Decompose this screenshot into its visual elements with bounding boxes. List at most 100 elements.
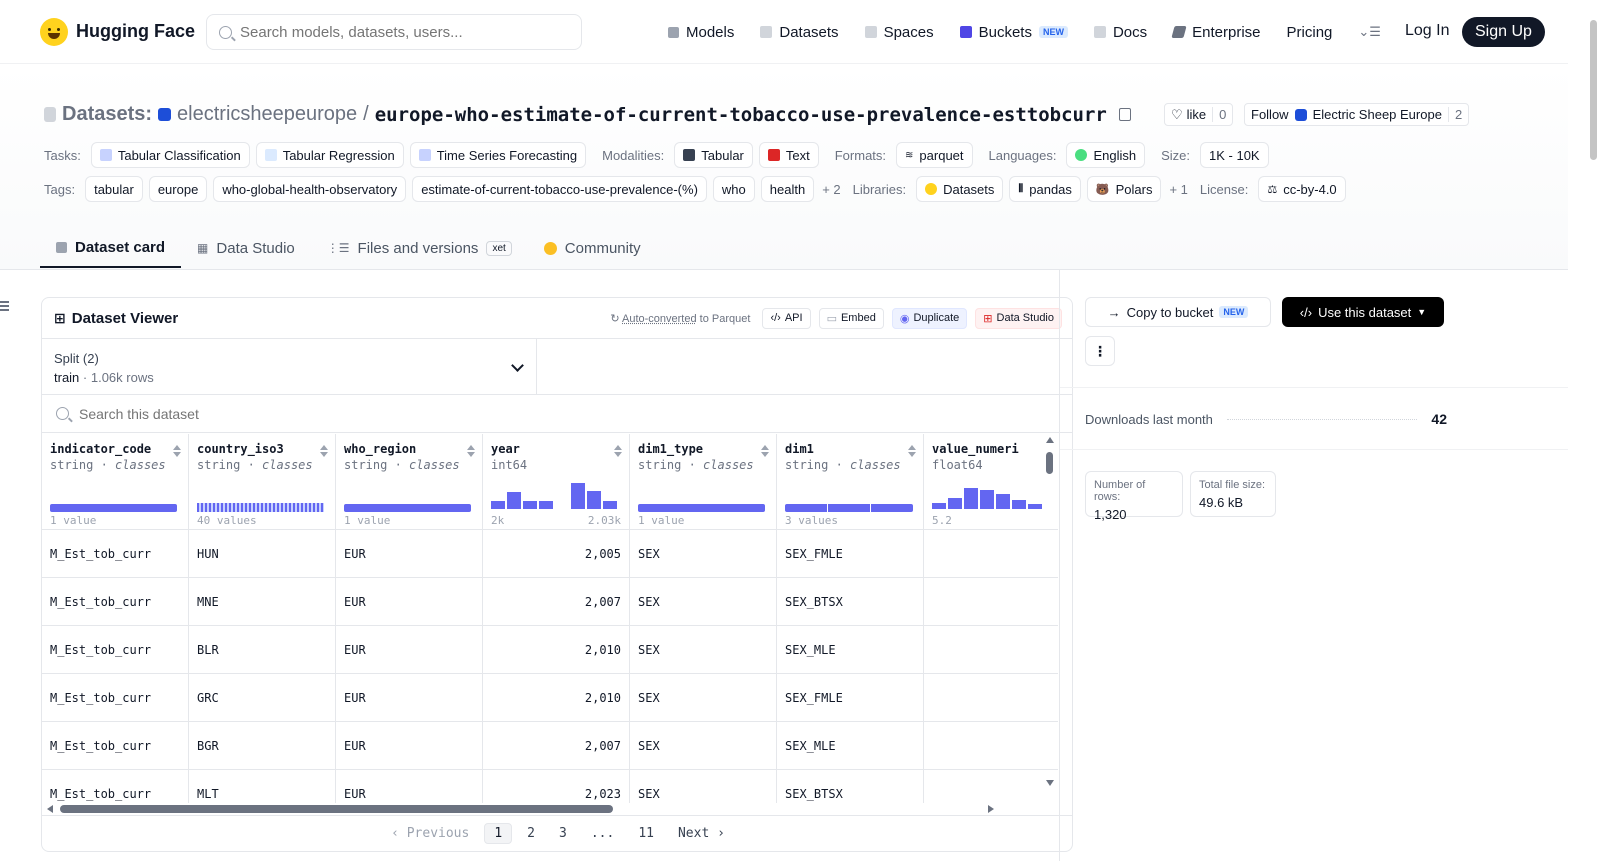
api-button[interactable]: ‹/› API — [762, 307, 811, 329]
sort-icon[interactable] — [614, 445, 622, 457]
signup-button[interactable]: Sign Up — [1462, 17, 1545, 47]
histogram-bar[interactable] — [1028, 504, 1042, 509]
nav-pricing[interactable]: Pricing — [1287, 24, 1333, 41]
scroll-down-arrow-icon[interactable] — [1046, 780, 1054, 786]
table-cell[interactable]: EUR — [336, 722, 482, 770]
histogram-bar[interactable] — [980, 490, 994, 509]
histogram-bar[interactable] — [1012, 500, 1026, 509]
license-tag[interactable]: ⚖ cc-by-4.0 — [1258, 176, 1346, 202]
scroll-up-arrow-icon[interactable] — [1046, 437, 1054, 443]
table-cell[interactable] — [924, 626, 1058, 674]
scroll-thumb[interactable] — [60, 805, 613, 813]
table-cell[interactable] — [924, 770, 1058, 803]
dataset-name[interactable]: europe-who-estimate-of-current-tobacco-u… — [374, 103, 1107, 126]
column-header[interactable]: dim1 string · classes 3 values — [777, 434, 923, 530]
table-cell[interactable]: 2,005 — [483, 530, 629, 578]
table-cell[interactable]: HUN — [189, 530, 335, 578]
owner-link[interactable]: electricsheepeurope — [177, 103, 358, 125]
column-header[interactable]: dim1_type string · classes 1 value — [630, 434, 776, 530]
table-cell[interactable]: BLR — [189, 626, 335, 674]
data-studio-button[interactable]: ⊞ Data Studio — [975, 307, 1062, 329]
nav-models[interactable]: Models — [668, 24, 734, 41]
login-link[interactable]: Log In — [1405, 22, 1450, 39]
nav-buckets[interactable]: Buckets NEW — [959, 24, 1068, 41]
tags-more[interactable]: + 2 — [822, 181, 841, 197]
table-cell[interactable]: BGR — [189, 722, 335, 770]
dataset-search[interactable] — [42, 395, 1072, 433]
table-cell[interactable]: SEX — [630, 530, 776, 578]
dataset-search-input[interactable] — [79, 405, 479, 422]
column-header[interactable]: value_numeri float64 5.2 — [924, 434, 1058, 530]
page-button[interactable]: 3 — [559, 826, 567, 841]
sort-icon[interactable] — [467, 445, 475, 457]
grid-horizontal-scrollbar[interactable] — [42, 803, 1058, 815]
grid-vertical-scrollbar[interactable] — [1042, 434, 1058, 803]
modality-tag[interactable]: Text — [758, 142, 819, 168]
nav-more-menu[interactable]: ⌄☰ — [1358, 24, 1381, 40]
copy-to-bucket-button[interactable]: → Copy to bucket NEW — [1085, 297, 1271, 327]
brand-logo[interactable]: Hugging Face — [40, 17, 195, 46]
table-cell[interactable]: SEX_FMLE — [777, 674, 923, 722]
table-cell[interactable] — [924, 578, 1058, 626]
scroll-right-arrow-icon[interactable] — [988, 805, 994, 813]
table-cell[interactable] — [924, 530, 1058, 578]
format-tag[interactable]: ≋ parquet — [896, 142, 973, 168]
table-cell[interactable]: M_Est_tob_curr — [42, 626, 188, 674]
histogram-bar[interactable] — [507, 492, 521, 509]
next-page-button[interactable]: Next › — [677, 826, 725, 841]
task-tag[interactable]: Tabular Regression — [255, 142, 404, 168]
table-cell[interactable] — [924, 674, 1058, 722]
table-cell[interactable]: SEX — [630, 578, 776, 626]
value-distribution-bar[interactable] — [344, 504, 471, 512]
column-header[interactable]: year int64 2k 2.03k — [483, 434, 629, 530]
global-search-input[interactable] — [240, 23, 560, 41]
column-header[interactable]: who_region string · classes 1 value — [336, 434, 482, 530]
table-cell[interactable]: EUR — [336, 770, 482, 803]
table-cell[interactable]: M_Est_tob_curr — [42, 770, 188, 803]
table-cell[interactable]: M_Est_tob_curr — [42, 578, 188, 626]
tab-data-studio[interactable]: ▦ Data Studio — [181, 228, 311, 268]
table-cell[interactable]: EUR — [336, 626, 482, 674]
tab-community[interactable]: Community — [528, 228, 657, 268]
table-cell[interactable]: EUR — [336, 578, 482, 626]
table-cell[interactable]: 2,010 — [483, 674, 629, 722]
histogram-bar[interactable] — [948, 498, 962, 509]
value-distribution-segment[interactable] — [785, 504, 827, 512]
sort-icon[interactable] — [320, 445, 328, 457]
previous-page-button[interactable]: ‹ Previous — [391, 826, 470, 841]
table-cell[interactable]: M_Est_tob_curr — [42, 530, 188, 578]
sort-icon[interactable] — [173, 445, 181, 457]
histogram-bar[interactable] — [571, 483, 585, 509]
nav-docs[interactable]: Docs — [1093, 24, 1147, 41]
value-distribution-bar[interactable] — [638, 504, 765, 512]
table-cell[interactable]: GRC — [189, 674, 335, 722]
table-cell[interactable]: SEX_BTSX — [777, 578, 923, 626]
like-button[interactable]: ♡ like 0 — [1164, 103, 1234, 126]
size-tag[interactable]: 1K - 10K — [1200, 142, 1269, 168]
column-header[interactable]: indicator_code string · classes 1 value — [42, 434, 188, 530]
value-distribution-segment[interactable] — [828, 504, 870, 512]
tag-chip[interactable]: health — [760, 176, 815, 202]
scroll-thumb[interactable] — [1046, 452, 1053, 474]
table-cell[interactable]: SEX_FMLE — [777, 530, 923, 578]
histogram-bar[interactable] — [523, 501, 537, 509]
table-cell[interactable]: M_Est_tob_curr — [42, 674, 188, 722]
histogram-bar[interactable] — [603, 501, 617, 509]
table-cell[interactable]: M_Est_tob_curr — [42, 722, 188, 770]
task-tag[interactable]: Time Series Forecasting — [409, 142, 587, 168]
tab-files-and-versions[interactable]: ⋮☰ Files and versions xet — [311, 228, 528, 268]
column-header[interactable]: country_iso3 string · classes 40 values — [189, 434, 335, 530]
table-cell[interactable]: SEX — [630, 626, 776, 674]
tag-chip[interactable]: europe — [148, 176, 208, 202]
embed-button[interactable]: ▭ Embed — [818, 307, 884, 329]
split-selector[interactable]: Split (2) train · 1.06k rows — [42, 339, 537, 395]
more-options-button[interactable]: ⋮ — [1085, 336, 1115, 366]
histogram-bar[interactable] — [539, 501, 553, 509]
nav-enterprise[interactable]: Enterprise — [1171, 24, 1261, 41]
tag-chip[interactable]: who-global-health-observatory — [213, 176, 407, 202]
table-cell[interactable]: MLT — [189, 770, 335, 803]
language-tag[interactable]: English — [1066, 142, 1146, 168]
page-button[interactable]: 1 — [484, 823, 513, 844]
library-tag[interactable]: 🐻 Polars — [1086, 176, 1162, 202]
duplicate-button[interactable]: ◉ Duplicate — [891, 307, 968, 329]
